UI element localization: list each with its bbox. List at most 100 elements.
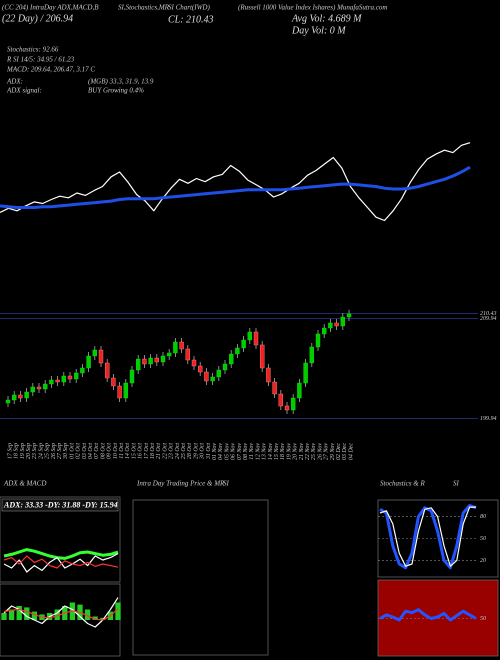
candle-body (18, 394, 23, 399)
x-tick-label: 27 Sep (57, 443, 63, 459)
candle-body (278, 393, 283, 407)
candle-body (104, 362, 110, 379)
x-tick-label: 28 Oct (187, 443, 193, 459)
y-tick-label: 209.94 (480, 315, 497, 322)
x-tick-label: 23 Oct (169, 443, 175, 459)
candle-body (24, 391, 29, 399)
panel (132, 499, 269, 656)
x-tick-label: 18 Oct (150, 443, 156, 459)
candle-body (148, 357, 153, 365)
x-tick-label: 22 Nov (305, 443, 311, 461)
indicator-text: MACD: 209.64, 206.47, 3.17 C (6, 66, 95, 74)
candle-body (98, 349, 104, 364)
x-tick-label: 20 Nov (293, 443, 299, 461)
candle-body (55, 379, 60, 383)
series-line (379, 608, 477, 622)
histogram-bar (24, 607, 30, 620)
x-tick-label: 04 Dec (347, 443, 354, 460)
x-tick-label: 26 Sep (51, 443, 57, 459)
x-tick-label: 04 Nov (217, 443, 224, 461)
candle-body (86, 355, 91, 369)
x-tick-label: 15 Oct (131, 443, 137, 459)
series-line (379, 506, 476, 567)
indicator-text: (MGB) 33.3, 31.9, 13.9 (88, 78, 154, 86)
x-tick-label: 21 Nov (299, 443, 305, 461)
candle-body (36, 386, 42, 390)
header-text: (22 Day) / 206.94 (2, 13, 73, 24)
candle-body (117, 385, 122, 399)
panel-subtitle: SI (223, 480, 230, 488)
x-tick-label: 27 Nov (324, 443, 330, 461)
candle-body (284, 405, 290, 411)
candle-body (297, 382, 302, 399)
candle-body (315, 333, 321, 348)
candle-body (80, 367, 85, 374)
header-text: CL: 210.43 (168, 14, 214, 25)
candle-body (43, 383, 48, 390)
panel-title: Intra Day Trading Price & MR (136, 480, 225, 488)
candle-body (346, 313, 352, 318)
x-tick-label: 01 Nov (212, 443, 218, 461)
x-tick-label: 11 Oct (119, 443, 125, 459)
candle-body (179, 341, 184, 350)
candle-body (228, 353, 234, 365)
histogram-bar (100, 617, 106, 620)
x-tick-label: 07 Oct (94, 443, 100, 459)
series-line (3, 608, 119, 621)
histogram-bar (92, 616, 98, 620)
candle-body (266, 367, 271, 383)
candle-body (210, 376, 215, 382)
indicator-text: R SI 14/5: 34.95 / 61.23 (6, 56, 75, 64)
histogram-bar (54, 609, 60, 620)
candle-body (247, 331, 253, 341)
panel-title: ADX & MACD (3, 480, 46, 488)
histogram-bar (31, 611, 38, 620)
x-tick-label: 30 Oct (200, 443, 206, 460)
x-tick-label: 13 Nov (262, 443, 268, 461)
histogram-bar (84, 609, 91, 620)
x-tick-label: 24 Sep (37, 443, 44, 459)
candle-body (160, 355, 166, 363)
candle-body (309, 346, 314, 364)
x-tick-label: 17 Sep (7, 443, 13, 459)
candle-body (49, 379, 54, 385)
x-tick-label: 14 Oct (124, 443, 131, 459)
x-tick-label: 15 Nov (274, 443, 280, 461)
candle-body (260, 344, 265, 369)
candle-body (328, 322, 333, 329)
y-tick-label: 50 (480, 536, 486, 542)
x-tick-label: 08 Nov (243, 443, 249, 461)
x-tick-label: 16 Oct (138, 443, 144, 459)
candle-body (185, 348, 191, 361)
y-tick-label: 199.94 (480, 415, 497, 422)
candle-body (67, 375, 73, 380)
histogram-bar (1, 613, 7, 620)
candle-body (303, 362, 308, 384)
x-tick-label: 14 Nov (267, 443, 274, 461)
series-line (3, 555, 119, 569)
y-tick-label: 50 (480, 616, 486, 622)
histogram-bar (16, 606, 22, 620)
candle-body (334, 322, 339, 327)
header-text: (Russell 1000 Value Index Ishares) Munaf… (238, 4, 387, 12)
series-line (379, 504, 477, 570)
x-tick-label: 04 Oct (87, 443, 94, 459)
x-tick-label: 19 Nov (286, 443, 292, 461)
x-tick-label: 11 Nov (249, 443, 255, 460)
x-tick-label: 08 Oct (100, 443, 106, 459)
x-tick-label: 10 Oct (113, 443, 119, 459)
annotation-box (1, 498, 119, 512)
candle-body (135, 358, 141, 371)
candle-body (123, 382, 129, 399)
candle-body (154, 357, 160, 363)
x-tick-label: 03 Oct (82, 443, 88, 459)
x-tick-label: 02 Dec (336, 443, 342, 460)
panel-title: Stochastics & R (380, 480, 425, 488)
candle-body (142, 358, 147, 365)
x-tick-label: 21 Oct (156, 443, 162, 459)
x-tick-label: 17 Oct (144, 443, 150, 459)
x-tick-label: 25 Sep (45, 443, 51, 459)
header-text: Day Vol: 0 M (291, 25, 346, 36)
x-tick-label: 01 Oct (69, 443, 75, 459)
